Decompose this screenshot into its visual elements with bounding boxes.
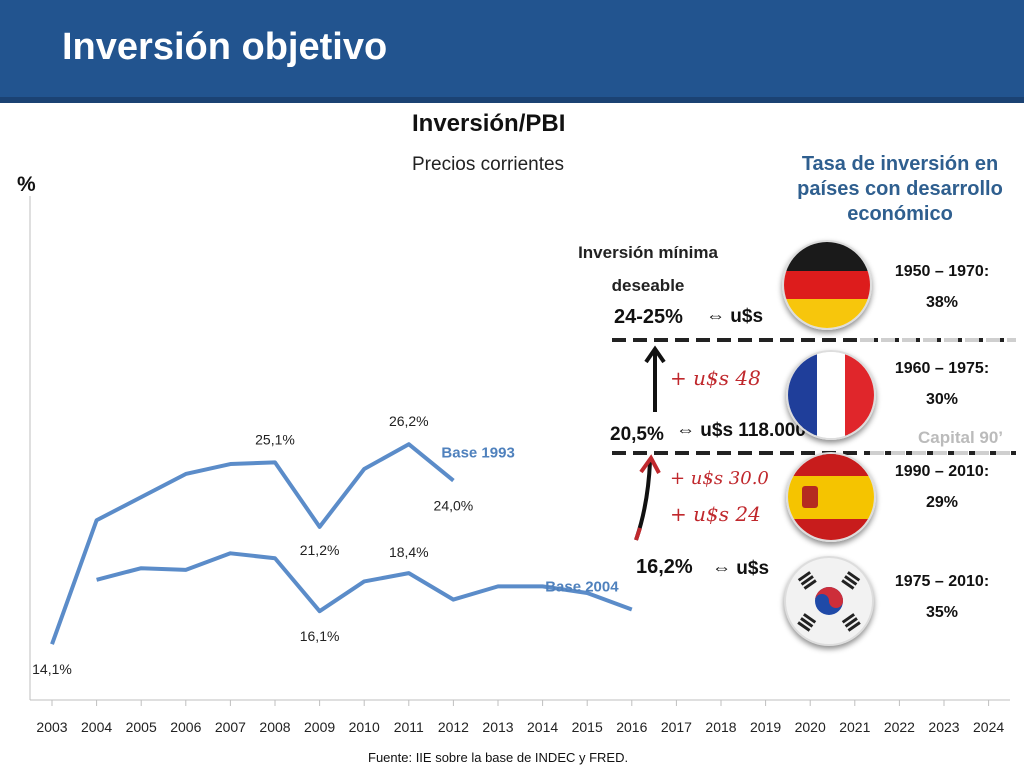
level-mid: 20,5% [610,424,664,445]
korea-rate-value: 35% [925,604,959,621]
level-low-amount: ⇔ u$s [712,558,770,579]
level-low: 16,2% [636,556,693,578]
chart-subtitle: Precios corrientes [412,154,565,175]
data-label: 14,1% [32,661,72,677]
x-tick-label: 2008 [259,719,290,735]
x-tick-label: 2023 [928,719,959,735]
series-base-1993-line [50,442,455,645]
x-tick-label: 2018 [705,719,736,735]
data-label: 24,0% [434,498,474,514]
x-tick-label: 2005 [126,719,157,735]
x-tick-label: 2013 [482,719,513,735]
x-tick-label: 2006 [170,719,201,735]
level-high: 24-25% [614,306,683,328]
france-period: 1960 – 1975: [894,360,990,377]
x-tick-label: 2021 [839,719,870,735]
x-tick-label: 2003 [36,719,67,735]
spain-flag-icon [786,452,876,542]
series-name-base-2004: Base 2004 [545,578,619,595]
header-bar: Inversión objetivo [0,0,1024,103]
germany-flag-icon [782,240,872,330]
x-tick-label: 2010 [349,719,380,735]
south-korea-flag-icon [784,556,874,646]
x-tick-label: 2012 [438,719,469,735]
x-tick-label: 2022 [884,719,915,735]
germany-rate-value: 38% [925,294,959,311]
arrow-lower-tail [634,527,642,541]
plus-upper: + u$s 48 [670,366,761,390]
series-base-2004-line [96,551,633,614]
arrow-lower-head [639,454,661,474]
spain-rate: 1990 – 2010: 29% [872,456,1012,518]
data-label: 21,2% [300,542,340,558]
germany-period: 1950 – 1970: [894,263,990,280]
germany-rate: 1950 – 1970: 38% [872,256,1012,318]
x-tick-label: 2016 [616,719,647,735]
x-tick-label: 2009 [304,719,335,735]
x-tick-label: 2011 [394,719,424,735]
x-tick-label: 2017 [661,719,692,735]
capital-label: Capital 90’ [918,428,1004,447]
minimum-investment-line2: deseable [611,276,685,295]
page-title: Inversión objetivo [62,26,388,68]
chart-overlay [612,338,1016,541]
france-rate-value: 30% [925,391,959,408]
series-name-base-1993: Base 1993 [441,444,514,461]
plus-lower-a: + u$s 30.0 [670,468,769,489]
data-label: 18,4% [389,544,429,560]
x-tick-label: 2015 [572,719,603,735]
chart-data-labels: 14,1% 25,1% 21,2% 26,2% 24,0% 16,1% 18,4% [32,413,473,677]
x-tick-label: 2020 [795,719,826,735]
chart-title: Inversión/PBI [412,110,566,137]
chart-axes [29,196,1010,706]
side-panel-title: Tasa de inversión en países con desarrol… [797,153,1003,225]
data-label: 26,2% [389,413,429,429]
x-tick-label: 2014 [527,719,558,735]
spain-rate-value: 29% [925,494,959,511]
korea-rate: 1975 – 2010: 35% [872,566,1012,628]
level-high-amount: ⇔ u$s [706,306,764,327]
korea-period: 1975 – 2010: [894,573,990,590]
minimum-investment-line1: Inversión mínima [578,243,718,262]
chart-series: Base 1993 Base 2004 [50,442,633,645]
chart-tick-labels: 2003 2004 2005 2006 2007 2008 2009 2010 2011 2012… [36,719,1004,735]
france-flag-icon [786,350,876,440]
arrow-upper-head [644,345,666,364]
minimum-investment-label: Inversión mínima deseable [548,236,748,302]
y-axis-label: % [17,173,36,196]
x-tick-label: 2007 [215,719,246,735]
x-tick-label: 2024 [973,719,1004,735]
source-note: Fuente: IIE sobre la base de INDEC y FRE… [368,750,629,765]
data-label: 25,1% [255,431,295,447]
x-tick-label: 2004 [81,719,112,735]
data-label: 16,1% [300,628,340,644]
france-rate: 1960 – 1975: 30% [872,353,1012,415]
spain-period: 1990 – 2010: [894,463,990,480]
header-rule [0,97,1024,103]
x-tick-label: 2019 [750,719,781,735]
plus-lower-b: + u$s 24 [670,502,761,526]
